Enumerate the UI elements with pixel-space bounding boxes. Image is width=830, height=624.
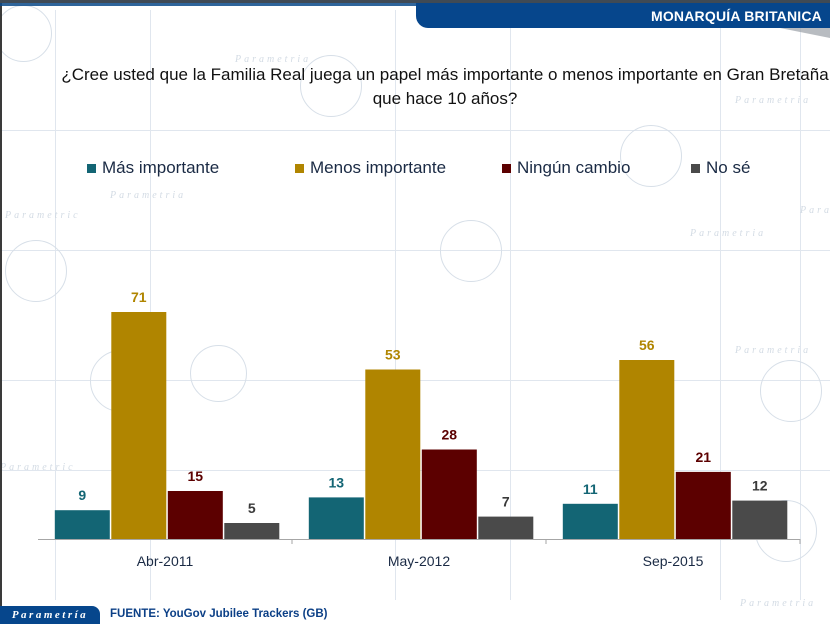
bar-no-se-sep-2015: [732, 500, 788, 539]
bar-mas-importante-may-2012: [308, 497, 364, 539]
data-label-mas-importante-may-2012: 13: [329, 474, 345, 490]
data-label-no-se-sep-2015: 12: [752, 478, 768, 494]
bar-no-se-may-2012: [478, 516, 534, 539]
data-label-menos-importante-abr-2011: 71: [131, 289, 147, 305]
question-line-2: que hace 10 años?: [372, 89, 518, 108]
banner-title: MONARQUÍA BRITANICA: [650, 7, 822, 24]
legend-item-mas-importante: Más importante: [87, 158, 219, 178]
data-label-menos-importante-sep-2015: 56: [639, 337, 655, 353]
legend-label: Más importante: [102, 158, 220, 177]
top-accent-line: [0, 3, 420, 6]
data-label-no-se-abr-2011: 5: [248, 500, 256, 516]
legend-item-ningun-cambio: Ningún cambio: [502, 158, 630, 178]
legend-label: No sé: [706, 158, 751, 177]
legend-swatch-ningun-cambio: [502, 163, 511, 173]
left-border: [0, 0, 2, 624]
data-label-menos-importante-may-2012: 53: [385, 347, 401, 363]
x-axis: [38, 539, 801, 544]
footer-source: FUENTE: YouGov Jubilee Trackers (GB): [110, 608, 328, 620]
labels-layer: 9 71 15 5 Abr-2011 13 53 28 7 May-2012 11 56 21 12 Sep…: [78, 289, 767, 569]
legend-swatch-mas-importante: [87, 163, 96, 173]
data-label-no-se-may-2012: 7: [502, 494, 510, 510]
banner-shadow: [780, 28, 830, 38]
top-border: [0, 0, 830, 3]
bar-ningun-cambio-may-2012: [421, 449, 477, 539]
bar-ningun-cambio-abr-2011: [167, 491, 223, 539]
x-tick-label-sep-2015: Sep-2015: [643, 553, 704, 569]
data-label-ningun-cambio-may-2012: 28: [442, 427, 458, 443]
bars-layer: [54, 312, 788, 539]
data-label-mas-importante-abr-2011: 9: [78, 487, 86, 503]
bar-menos-importante-abr-2011: [111, 312, 167, 539]
data-label-mas-importante-sep-2015: 11: [583, 481, 598, 497]
legend-label: Ningún cambio: [517, 158, 631, 177]
legend-swatch-no-se: [691, 163, 700, 173]
legend-label: Menos importante: [310, 158, 447, 177]
bar-mas-importante-abr-2011: [54, 510, 110, 539]
bar-menos-importante-sep-2015: [619, 360, 675, 539]
data-label-ningun-cambio-sep-2015: 21: [696, 449, 712, 465]
bar-mas-importante-sep-2015: [562, 503, 618, 539]
x-tick-label-abr-2011: Abr-2011: [137, 553, 194, 569]
footer-brand: Parametría: [11, 609, 89, 621]
chart-question: ¿Cree usted que la Familia Real juega un…: [40, 63, 830, 111]
legend-swatch-menos-importante: [295, 163, 304, 173]
bar-menos-importante-may-2012: [365, 369, 421, 539]
bar-ningun-cambio-sep-2015: [675, 471, 731, 539]
data-label-ningun-cambio-abr-2011: 15: [188, 468, 204, 484]
header-banner: MONARQUÍA BRITANICA: [416, 3, 830, 28]
question-line-1: ¿Cree usted que la Familia Real juega un…: [61, 65, 829, 84]
legend-item-no-se: No sé: [691, 158, 750, 178]
x-tick-label-may-2012: May-2012: [388, 553, 450, 569]
chart-legend: Más importante Menos importante Ningún c…: [0, 158, 830, 180]
bar-no-se-abr-2011: [224, 523, 280, 539]
legend-item-menos-importante: Menos importante: [295, 158, 446, 178]
footer-brand-tab: Parametría: [0, 606, 100, 624]
